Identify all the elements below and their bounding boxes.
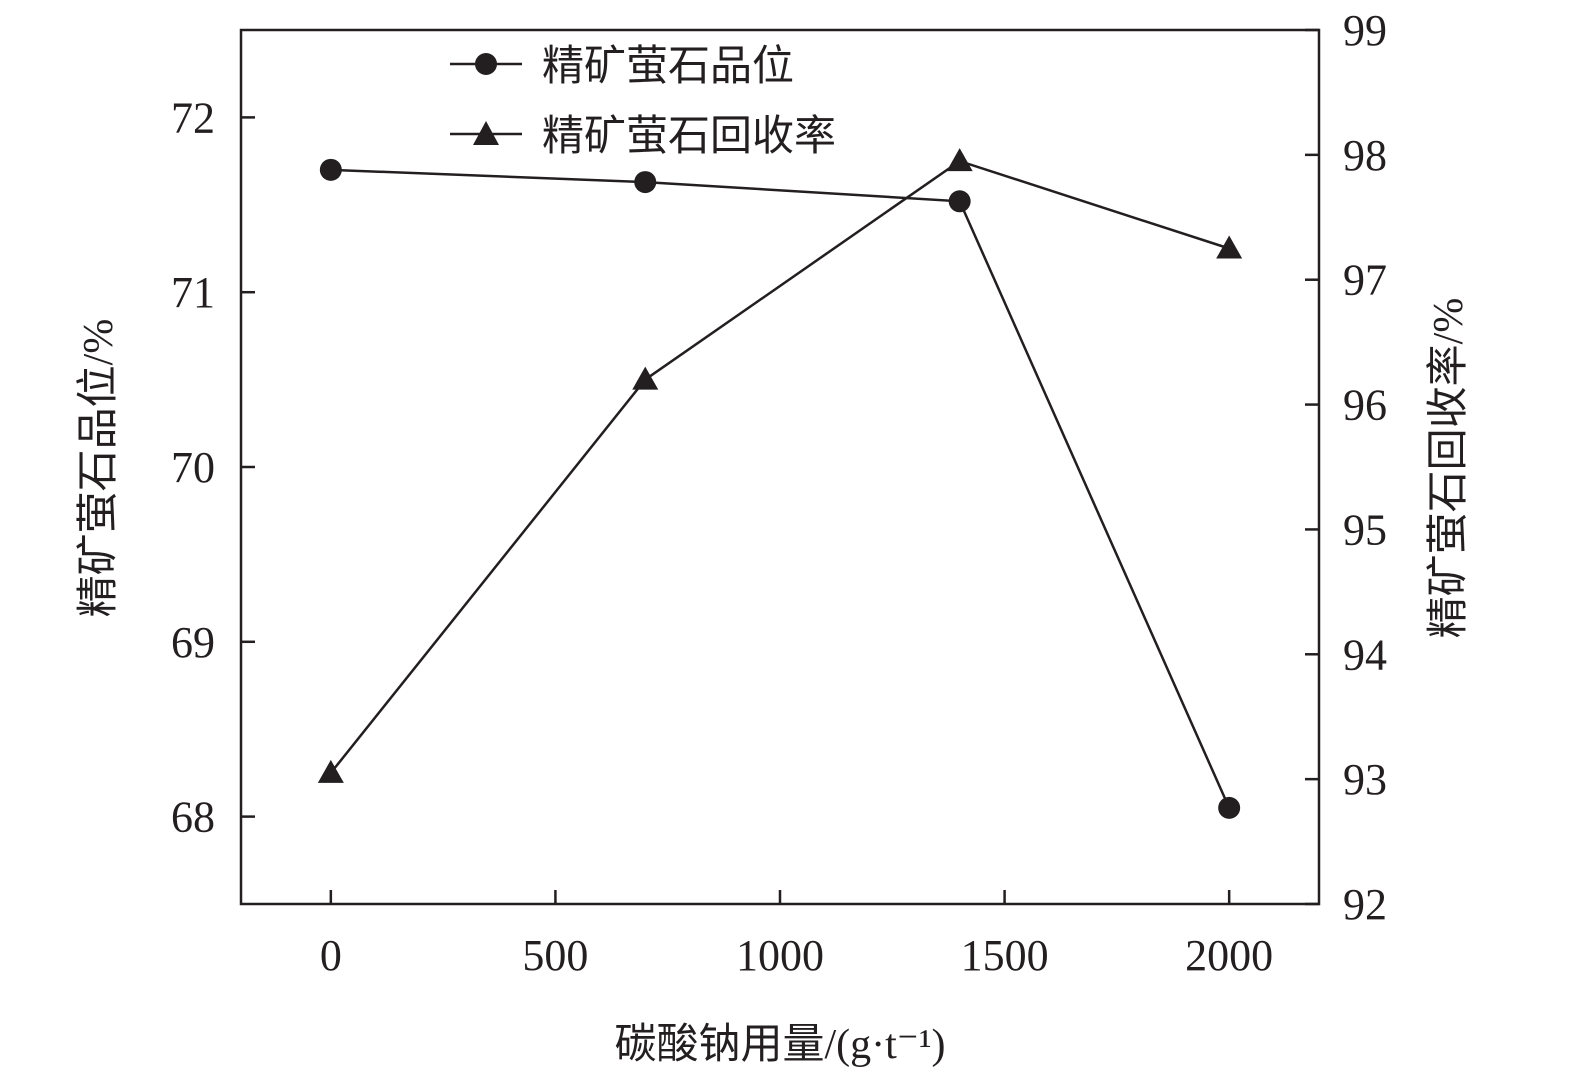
legend-item-grade: 精矿萤石品位 bbox=[450, 43, 794, 90]
x-axis-title: 碳酸钠用量/(g·t⁻¹) bbox=[614, 1022, 945, 1068]
recovery-point bbox=[1216, 235, 1243, 259]
grade-point bbox=[319, 158, 342, 181]
left-axis-title: 精矿萤石品位/% bbox=[75, 319, 122, 618]
right-tick-label: 93 bbox=[1343, 755, 1387, 804]
right-axis-title: 精矿萤石回收率/% bbox=[1425, 298, 1472, 639]
grade-point bbox=[634, 171, 657, 194]
x-tick-label: 2000 bbox=[1185, 931, 1273, 980]
legend-marker-circle bbox=[475, 53, 497, 75]
right-tick-label: 96 bbox=[1343, 381, 1387, 430]
x-tick-label: 1000 bbox=[736, 931, 824, 980]
x-axis: 0 500 1000 1500 2000 bbox=[320, 890, 1273, 980]
right-tick-label: 92 bbox=[1343, 880, 1387, 929]
legend-label-recovery: 精矿萤石回收率 bbox=[542, 113, 836, 160]
grade-line bbox=[330, 168, 1231, 809]
legend-label-grade: 精矿萤石品位 bbox=[542, 43, 794, 90]
left-tick-label: 72 bbox=[171, 93, 215, 142]
right-tick-label: 95 bbox=[1343, 505, 1387, 554]
left-tick-label: 68 bbox=[171, 793, 215, 842]
left-tick-label: 70 bbox=[171, 443, 215, 492]
left-y-axis: 68 69 70 71 72 bbox=[171, 93, 255, 842]
legend: 精矿萤石品位 精矿萤石回收率 bbox=[450, 43, 836, 160]
recovery-point bbox=[632, 366, 659, 390]
recovery-point bbox=[317, 759, 344, 783]
left-tick-label: 69 bbox=[171, 618, 215, 667]
right-tick-label: 99 bbox=[1343, 6, 1387, 55]
grade-point bbox=[948, 190, 971, 213]
right-tick-label: 97 bbox=[1343, 256, 1387, 305]
legend-marker-triangle bbox=[473, 121, 499, 145]
recovery-point bbox=[946, 148, 973, 172]
x-tick-label: 0 bbox=[320, 931, 342, 980]
x-tick-label: 1500 bbox=[961, 931, 1049, 980]
recovery-line bbox=[329, 159, 1230, 774]
plot-frame bbox=[239, 28, 1321, 906]
x-tick-label: 500 bbox=[522, 931, 588, 980]
legend-item-recovery: 精矿萤石回收率 bbox=[450, 113, 836, 160]
right-tick-label: 98 bbox=[1343, 131, 1387, 180]
right-tick-label: 94 bbox=[1343, 630, 1387, 679]
left-tick-label: 71 bbox=[171, 268, 215, 317]
grade-point bbox=[1218, 796, 1241, 819]
right-y-axis: 92 93 94 95 96 97 98 99 bbox=[1305, 6, 1387, 929]
series-layer bbox=[317, 148, 1243, 819]
